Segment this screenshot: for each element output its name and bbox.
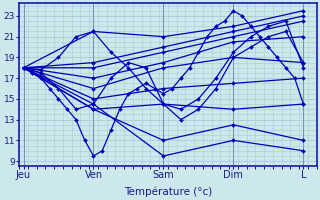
X-axis label: Température (°c): Température (°c): [124, 186, 212, 197]
